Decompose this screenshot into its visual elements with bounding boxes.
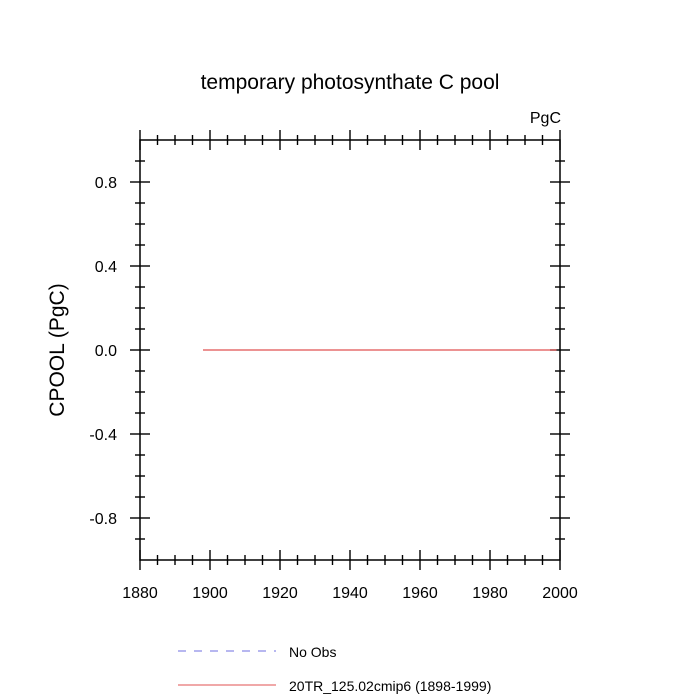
legend-label-0: No Obs: [289, 644, 336, 660]
y-axis-label: CPOOL (PgC): [46, 283, 69, 416]
x-tick-label: 2000: [542, 585, 578, 602]
y-tick-label: 0.8: [95, 175, 117, 192]
y-tick-label: -0.4: [89, 427, 117, 444]
y-tick-label: -0.8: [89, 511, 117, 528]
x-tick-label: 1880: [122, 585, 158, 602]
legend: No Obs 20TR_125.02cmip6 (1898-1999): [178, 644, 491, 694]
x-tick-label: 1900: [192, 585, 228, 602]
y-tick-label: 0.4: [95, 259, 117, 276]
x-tick-label: 1960: [402, 585, 438, 602]
units-label: PgC: [530, 110, 561, 127]
x-tick-label: 1920: [262, 585, 298, 602]
y-tick-label: 0.0: [95, 343, 117, 360]
x-tick-label: 1980: [472, 585, 508, 602]
axes-group: 1880 1900 1920 1940 1960 1980 2000 -0.8 -0.4 0.0 0…: [89, 130, 578, 602]
legend-label-1: 20TR_125.02cmip6 (1898-1999): [289, 678, 491, 694]
x-tick-label: 1940: [332, 585, 368, 602]
chart-title: temporary photosynthate C pool: [201, 71, 500, 94]
